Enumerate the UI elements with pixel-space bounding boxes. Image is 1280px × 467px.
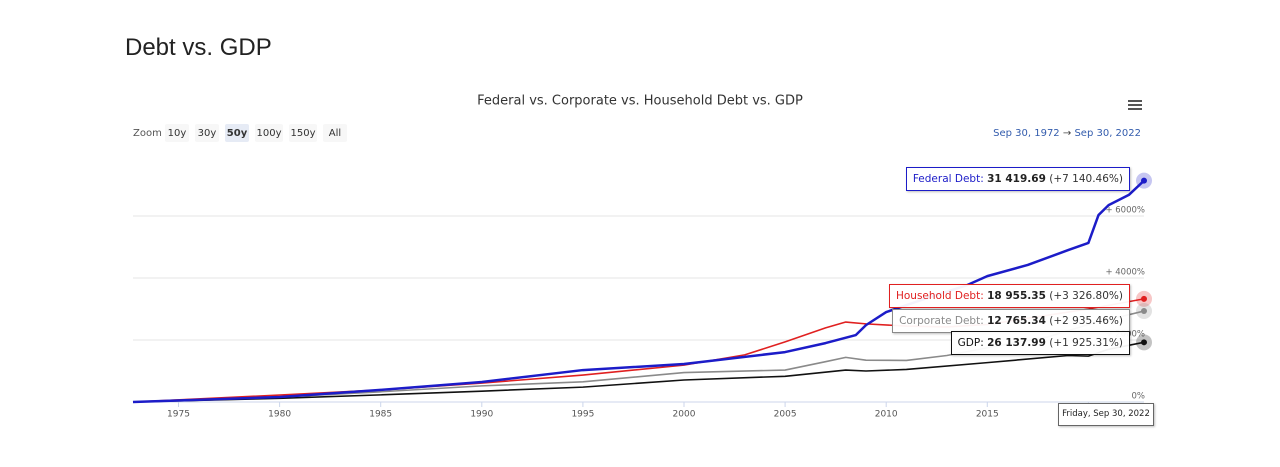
- tooltip-series-name: GDP: [958, 337, 987, 349]
- x-tick-label: 1980: [268, 410, 291, 420]
- series-line: [132, 179, 1145, 404]
- chart-title: Federal vs. Corporate vs. Household Debt…: [477, 94, 803, 109]
- tooltip-change: +7 140.46%: [1046, 173, 1123, 185]
- zoom-button[interactable]: [225, 124, 249, 142]
- zoom-label: Zoom: [133, 128, 162, 139]
- zoom-button[interactable]: [165, 124, 189, 142]
- tooltip-change: +1 925.31%: [1046, 337, 1123, 349]
- date-range: Sep 30, 1972 → Sep 30, 2022: [993, 128, 1141, 139]
- series-line: [132, 341, 1145, 403]
- x-tick-label: 1990: [470, 410, 493, 420]
- zoom-button-label[interactable]: 100y: [256, 128, 281, 139]
- menu-bar[interactable]: [1128, 108, 1142, 110]
- tooltip-value: 12 765.34: [987, 315, 1046, 327]
- range-from[interactable]: Sep 30, 1972: [993, 128, 1060, 139]
- zoom-button-label[interactable]: 10y: [168, 128, 187, 139]
- end-marker: [1141, 295, 1147, 302]
- x-tick-label: 1975: [167, 410, 190, 420]
- x-tick-label: 1995: [571, 410, 594, 420]
- menu-bar[interactable]: [1128, 104, 1142, 106]
- page-title: Debt vs. GDP: [125, 34, 272, 61]
- x-tick-label: 2010: [875, 410, 898, 420]
- y-tick-label: 0%: [1132, 392, 1146, 402]
- zoom-button[interactable]: [323, 124, 347, 142]
- zoom-button-label[interactable]: 150y: [290, 128, 315, 139]
- zoom-button[interactable]: [255, 124, 283, 142]
- zoom-button[interactable]: [195, 124, 219, 142]
- x-tick-label: 2015: [976, 410, 999, 420]
- tooltip: GDP26 137.99+1 925.31%: [950, 331, 1130, 355]
- zoom-button-label[interactable]: 30y: [198, 128, 217, 139]
- menu-bar[interactable]: [1128, 100, 1142, 102]
- x-tick-label: 1985: [369, 410, 392, 420]
- end-marker: [1141, 308, 1147, 315]
- x-axis: 1975198019851990199520002005201020152020: [133, 401, 1144, 420]
- crosshair-label: Friday, Sep 30, 2022: [1058, 403, 1154, 426]
- tooltip-value: 18 955.35: [987, 290, 1046, 302]
- tooltip: Household Debt18 955.35+3 326.80%: [888, 284, 1130, 308]
- y-tick-label: + 6000%: [1105, 206, 1145, 216]
- tooltip: Federal Debt31 419.69+7 140.46%: [905, 167, 1130, 191]
- tooltip-series-name: Household Debt: [896, 290, 987, 302]
- menu-button[interactable]: [1128, 100, 1142, 110]
- zoom-button-label[interactable]: All: [329, 128, 341, 139]
- zoom-button[interactable]: [289, 124, 317, 142]
- tooltip-change: +3 326.80%: [1046, 290, 1123, 302]
- zoom-button-label[interactable]: 50y: [227, 128, 248, 139]
- range-to[interactable]: Sep 30, 2022: [1074, 128, 1141, 139]
- end-marker: [1141, 177, 1147, 184]
- tooltip-series-name: Corporate Debt: [899, 315, 987, 327]
- tooltip: Corporate Debt12 765.34+2 935.46%: [892, 309, 1130, 333]
- tooltip-value: 31 419.69: [987, 173, 1046, 185]
- y-tick-label: + 4000%: [1105, 268, 1145, 278]
- tooltip-value: 26 137.99: [987, 337, 1046, 349]
- tooltip-series-name: Federal Debt: [913, 173, 987, 185]
- range-separator: →: [1063, 128, 1071, 139]
- tooltip-change: +2 935.46%: [1046, 315, 1123, 327]
- x-tick-label: 2005: [774, 410, 797, 420]
- zoom-buttons: 10y 30y 50y 100y 150y All: [165, 124, 347, 142]
- x-tick-label: 2000: [673, 410, 696, 420]
- end-marker: [1141, 339, 1147, 346]
